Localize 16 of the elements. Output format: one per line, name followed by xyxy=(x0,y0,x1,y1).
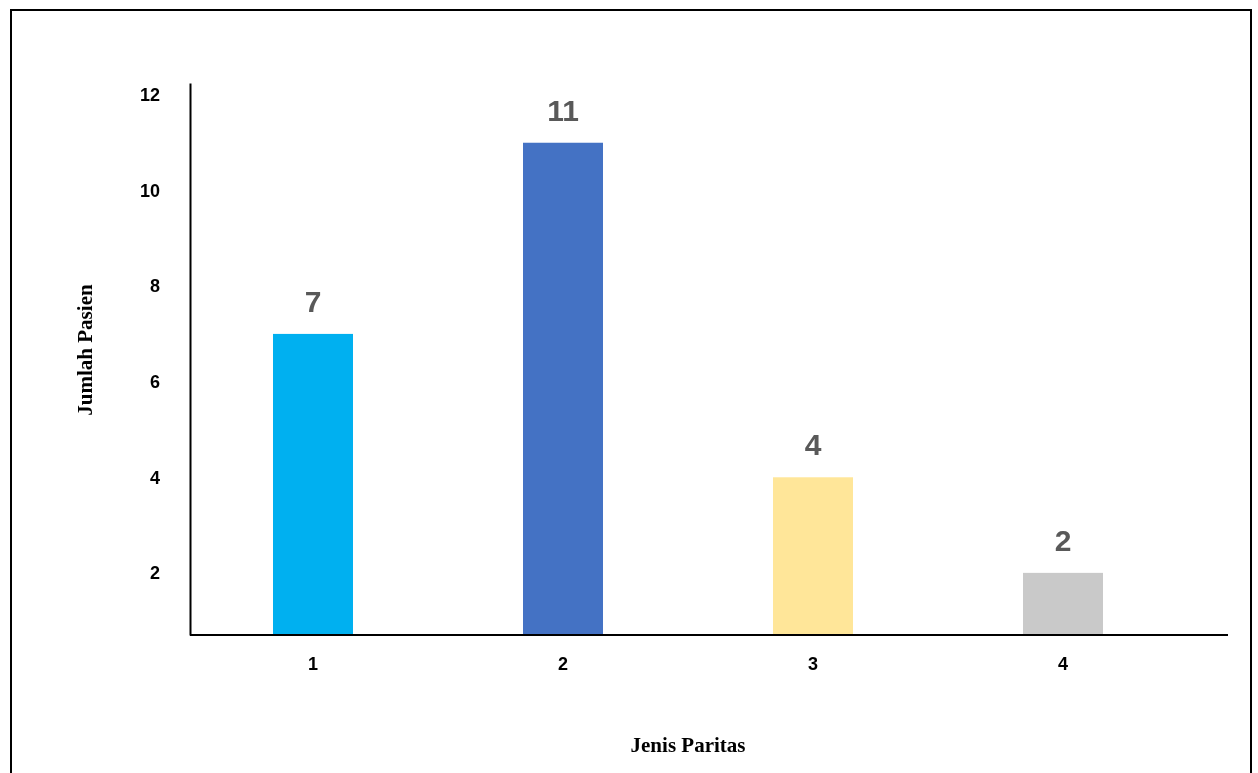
y-tick-label: 12 xyxy=(139,85,160,106)
data-label: 11 xyxy=(547,93,579,127)
x-tick-label: 3 xyxy=(807,653,819,674)
y-tick-label: 8 xyxy=(149,276,160,297)
data-label: 2 xyxy=(1054,523,1072,557)
data-label: 7 xyxy=(304,284,322,318)
y-tick-label: 4 xyxy=(149,467,160,488)
y-tick-label: 2 xyxy=(149,563,160,584)
y-tick-label: 10 xyxy=(139,180,160,201)
x-tick-label: 4 xyxy=(1057,653,1069,674)
y-tick-label: 6 xyxy=(149,371,160,392)
x-tick-label: 2 xyxy=(557,653,569,674)
x-axis-title: Jenis Paritas xyxy=(630,733,746,757)
x-tick-label: 1 xyxy=(307,653,319,674)
data-label: 4 xyxy=(804,428,822,462)
y-axis-title: Jumlah Pasien xyxy=(73,284,97,416)
